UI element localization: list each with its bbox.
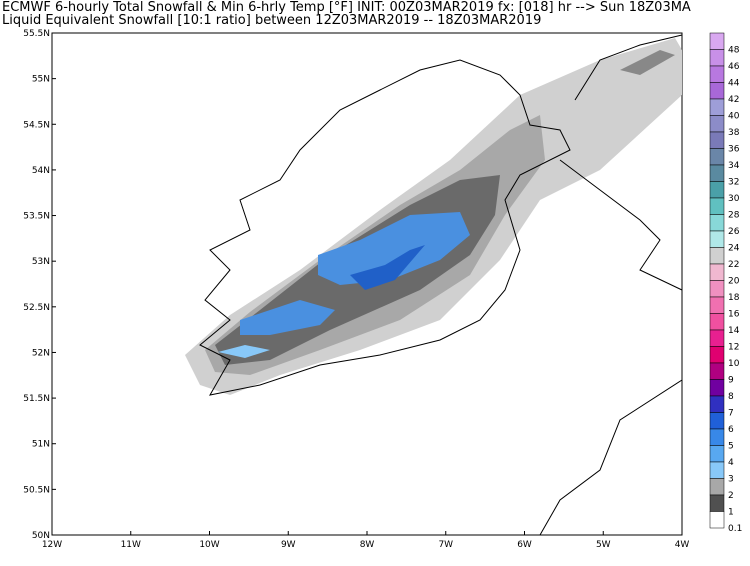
lat-label: 54N (32, 166, 50, 176)
lon-label: 7W (438, 540, 453, 550)
colorbar-swatch (709, 511, 725, 529)
snowfall-field (185, 38, 682, 395)
colorbar-label: 16 (728, 310, 740, 320)
colorbar-swatch (709, 131, 725, 149)
lon-label: 8W (360, 540, 375, 550)
colorbar-label: 6 (728, 425, 734, 435)
lat-label: 51.5N (23, 394, 50, 404)
lon-label: 4W (675, 540, 690, 550)
colorbar-swatch (709, 461, 725, 479)
colorbar-label: 14 (728, 326, 740, 336)
colorbar-swatch (709, 313, 725, 331)
colorbar-swatch (709, 115, 725, 133)
colorbar-label: 1 (728, 508, 734, 518)
colorbar-label: 12 (728, 343, 739, 353)
lat-label: 55N (32, 75, 50, 85)
lon-label: 6W (517, 540, 532, 550)
lat-label: 50.5N (23, 485, 50, 495)
lat-label: 51N (32, 440, 50, 450)
colorbar-swatch (709, 230, 725, 248)
colorbar-swatch (709, 296, 725, 314)
lon-label: 10W (199, 540, 219, 550)
colorbar-label: 3 (728, 475, 734, 485)
colorbar-label: 22 (728, 260, 739, 270)
colorbar-label: 48 (728, 46, 740, 56)
colorbar-swatch (709, 65, 725, 83)
lon-label: 5W (596, 540, 611, 550)
lat-label: 53.5N (23, 212, 50, 222)
colorbar-swatch (709, 164, 725, 182)
colorbar-label: 30 (728, 194, 740, 204)
colorbar: 4846444240383634323028262422201816141210… (709, 32, 742, 534)
colorbar-swatch (709, 82, 725, 100)
coastlines (199, 34, 683, 536)
colorbar-swatch (709, 32, 725, 50)
lat-label: 54.5N (23, 120, 50, 130)
colorbar-label: 0.1 (728, 524, 742, 534)
subtitle-line: Liquid Equivalent Snowfall [10:1 ratio] … (2, 13, 541, 28)
colorbar-label: 32 (728, 178, 739, 188)
colorbar-label: 34 (728, 161, 740, 171)
colorbar-swatch (709, 247, 725, 265)
colorbar-label: 38 (728, 128, 740, 138)
colorbar-label: 18 (728, 293, 740, 303)
colorbar-swatch (709, 428, 725, 446)
colorbar-label: 10 (728, 359, 740, 369)
colorbar-label: 2 (728, 491, 734, 501)
title-line: ECMWF 6-hourly Total Snowfall & Min 6-hr… (2, 0, 691, 15)
colorbar-label: 28 (728, 211, 740, 221)
lat-label: 55.5N (23, 29, 50, 39)
colorbar-swatch (709, 412, 725, 430)
colorbar-label: 4 (728, 458, 734, 468)
colorbar-swatch (709, 478, 725, 496)
colorbar-swatch (709, 494, 725, 512)
colorbar-swatch (709, 49, 725, 67)
lat-label: 52.5N (23, 303, 50, 313)
lat-label: 53N (32, 257, 50, 267)
lon-label: 11W (121, 540, 141, 550)
colorbar-swatch (709, 445, 725, 463)
colorbar-swatch (709, 263, 725, 281)
colorbar-swatch (709, 148, 725, 166)
colorbar-swatch (709, 214, 725, 232)
colorbar-swatch (709, 280, 725, 298)
colorbar-label: 8 (728, 392, 734, 402)
colorbar-swatch (709, 98, 725, 116)
colorbar-swatch (709, 379, 725, 397)
colorbar-label: 42 (728, 95, 739, 105)
colorbar-label: 44 (728, 79, 740, 89)
lon-label: 9W (281, 540, 296, 550)
colorbar-label: 24 (728, 244, 740, 254)
lat-label: 50N (32, 531, 50, 541)
colorbar-swatch (709, 329, 725, 347)
lon-label: 12W (42, 540, 62, 550)
colorbar-label: 9 (728, 376, 734, 386)
colorbar-swatch (709, 197, 725, 215)
colorbar-swatch (709, 181, 725, 199)
colorbar-label: 7 (728, 409, 734, 419)
colorbar-label: 26 (728, 227, 740, 237)
colorbar-label: 40 (728, 112, 740, 122)
lat-label: 52N (32, 348, 50, 358)
colorbar-swatch (709, 362, 725, 380)
colorbar-label: 46 (728, 62, 740, 72)
colorbar-label: 36 (728, 145, 740, 155)
colorbar-swatch (709, 346, 725, 364)
colorbar-swatch (709, 395, 725, 413)
colorbar-label: 5 (728, 442, 734, 452)
colorbar-label: 20 (728, 277, 740, 287)
